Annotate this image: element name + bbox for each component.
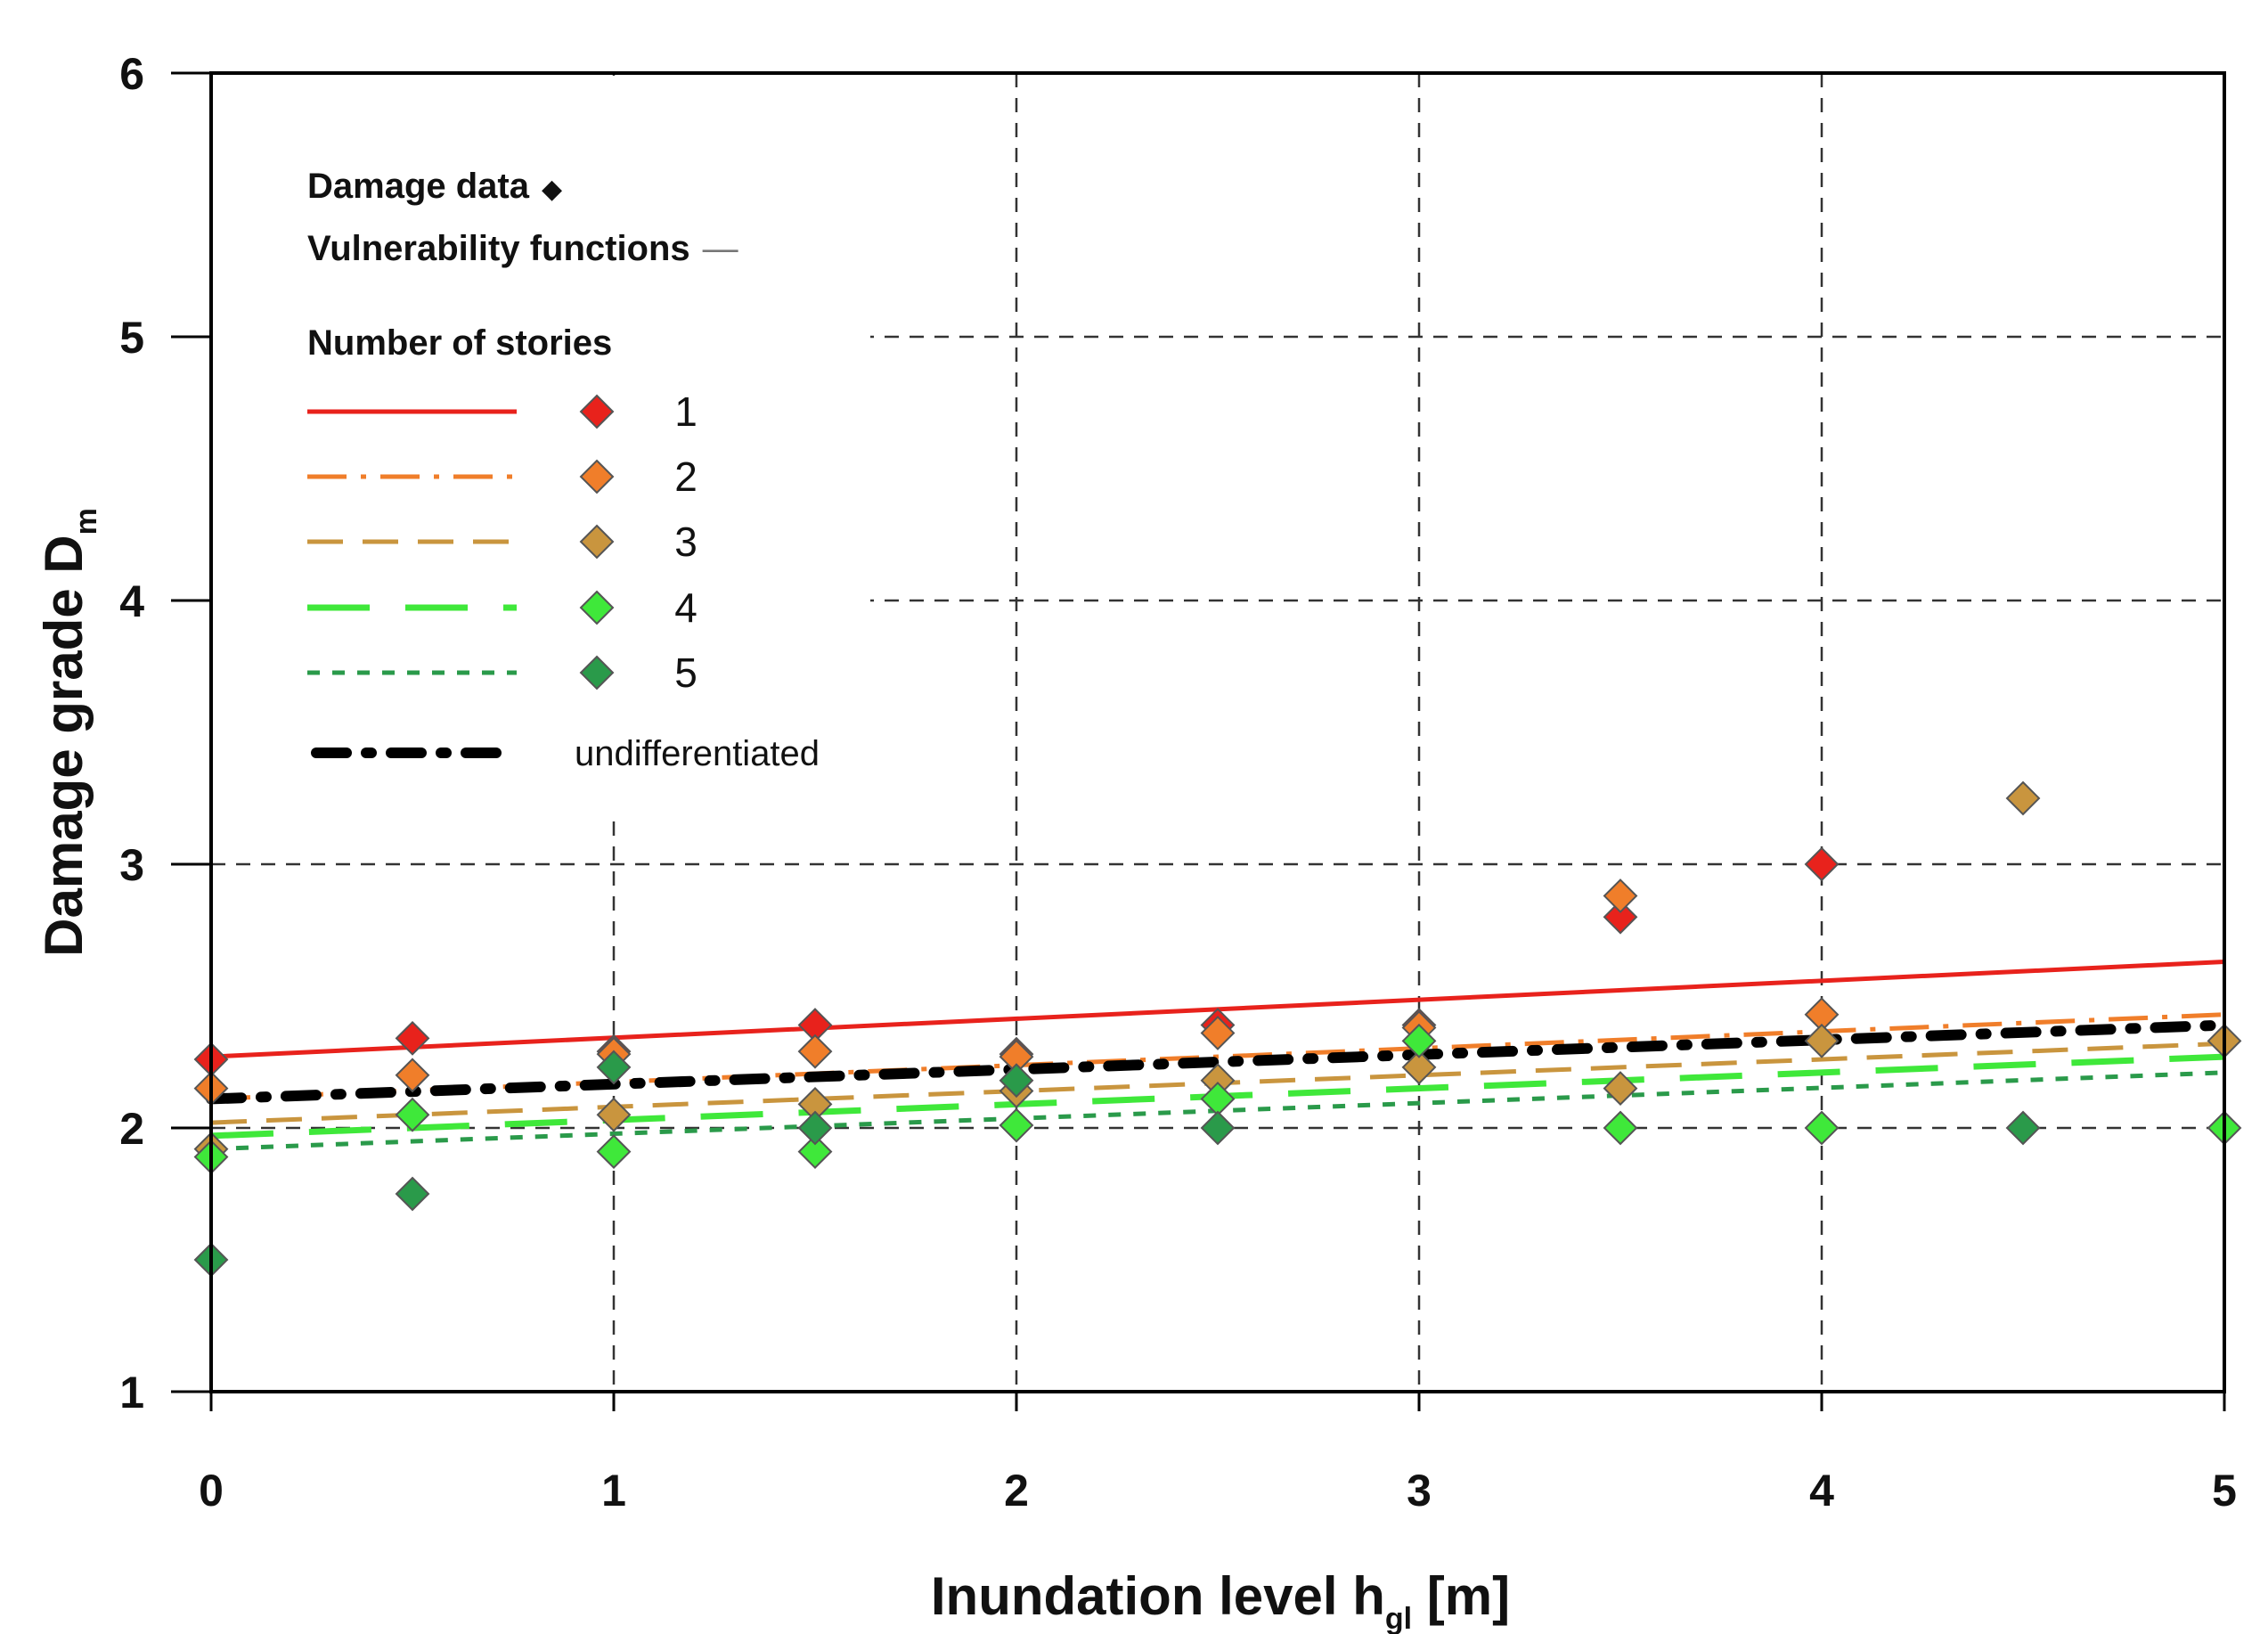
y-axis-title-sub: m [69,508,103,535]
x-axis-title-unit: [m] [1412,1566,1510,1626]
y-tick-label: 3 [119,840,144,890]
data-point-5 [999,1063,1034,1099]
data-point-5 [395,1176,430,1212]
x-axis-title: Inundation level hgl [m] [931,1566,1510,1634]
legend-vulnerability-label: Vulnerability functions [307,229,690,268]
data-point-4 [395,1097,430,1132]
legend-label-3: 3 [674,519,698,565]
y-tick-label: 4 [119,576,144,626]
x-tick-label: 0 [199,1466,224,1516]
series-line-undifferentiated [206,1019,2230,1105]
legend-damage-data: Damage data ◆ [307,167,562,206]
legend-entries: 1 2 3 4 5 undifferentiated [307,388,820,773]
y-tick-label: 6 [119,49,144,99]
plot-frame [209,71,2226,1393]
legend-marker-4 [579,590,615,625]
data-point-5 [1200,1110,1236,1146]
legend-label-4: 4 [674,584,698,631]
data-point-5 [2005,1110,2041,1146]
data-point-3 [1401,1050,1437,1085]
data-point-4 [797,1134,833,1170]
x-axis-title-sub: gl [1385,1602,1412,1634]
x-axis-title-main: Inundation level h [931,1566,1385,1626]
data-point-1 [1804,846,1840,882]
data-point-5 [797,1110,833,1146]
legend-vulnerability: Vulnerability functions — [307,229,738,268]
legend-marker-1 [579,394,615,429]
data-point-4 [1401,1023,1437,1058]
data-point-2 [797,1034,833,1069]
legend-label-undifferentiated: undifferentiated [575,734,820,773]
legend-background [211,76,870,820]
legend-marker-2 [579,459,615,494]
legend: Damage data ◆ Vulnerability functions — Nu… [307,167,820,773]
x-tick-label: 5 [2212,1466,2237,1516]
legend-marker-3 [579,524,615,560]
data-point-4 [1200,1082,1236,1116]
data-point-4 [596,1134,632,1170]
y-tick-label: 5 [119,313,144,363]
y-axis-title: Damage grade Dm [34,508,103,957]
legend-marker-5 [579,655,615,690]
axis-ticks: 0 1 2 3 4 5 1 2 3 4 5 6 [119,49,2237,1516]
data-point-2 [1200,1016,1236,1050]
legend-damage-data-label: Damage data [307,167,530,206]
legend-stories-title: Number of stories [307,323,612,363]
data-point-4 [1603,1110,1638,1146]
data-point-1 [1603,899,1638,935]
x-tick-label: 1 [601,1466,626,1516]
legend-label-5: 5 [674,650,698,696]
data-point-2 [395,1058,430,1093]
y-tick-label: 2 [119,1104,144,1154]
x-tick-label: 4 [1809,1466,1834,1516]
x-tick-label: 2 [1004,1466,1029,1516]
line-icon: — [703,229,738,268]
y-tick-label: 1 [119,1368,144,1417]
diamond-icon: ◆ [542,175,562,204]
data-point-4 [1804,1110,1840,1146]
data-point-3 [1804,1023,1840,1058]
data-point-4 [999,1107,1034,1143]
data-point-3 [1603,1071,1638,1107]
data-point-5 [596,1050,632,1085]
data-points [193,780,2242,1278]
data-point-2 [1603,878,1638,913]
x-tick-label: 3 [1407,1466,1432,1516]
data-point-3 [2005,780,2041,816]
series-line-2 [210,1012,2225,1101]
data-point-1 [395,1020,430,1056]
y-axis-title-main: Damage grade D [34,535,94,957]
legend-label-2: 2 [674,453,698,500]
legend-label-1: 1 [674,388,698,435]
data-point-3 [596,1097,632,1132]
